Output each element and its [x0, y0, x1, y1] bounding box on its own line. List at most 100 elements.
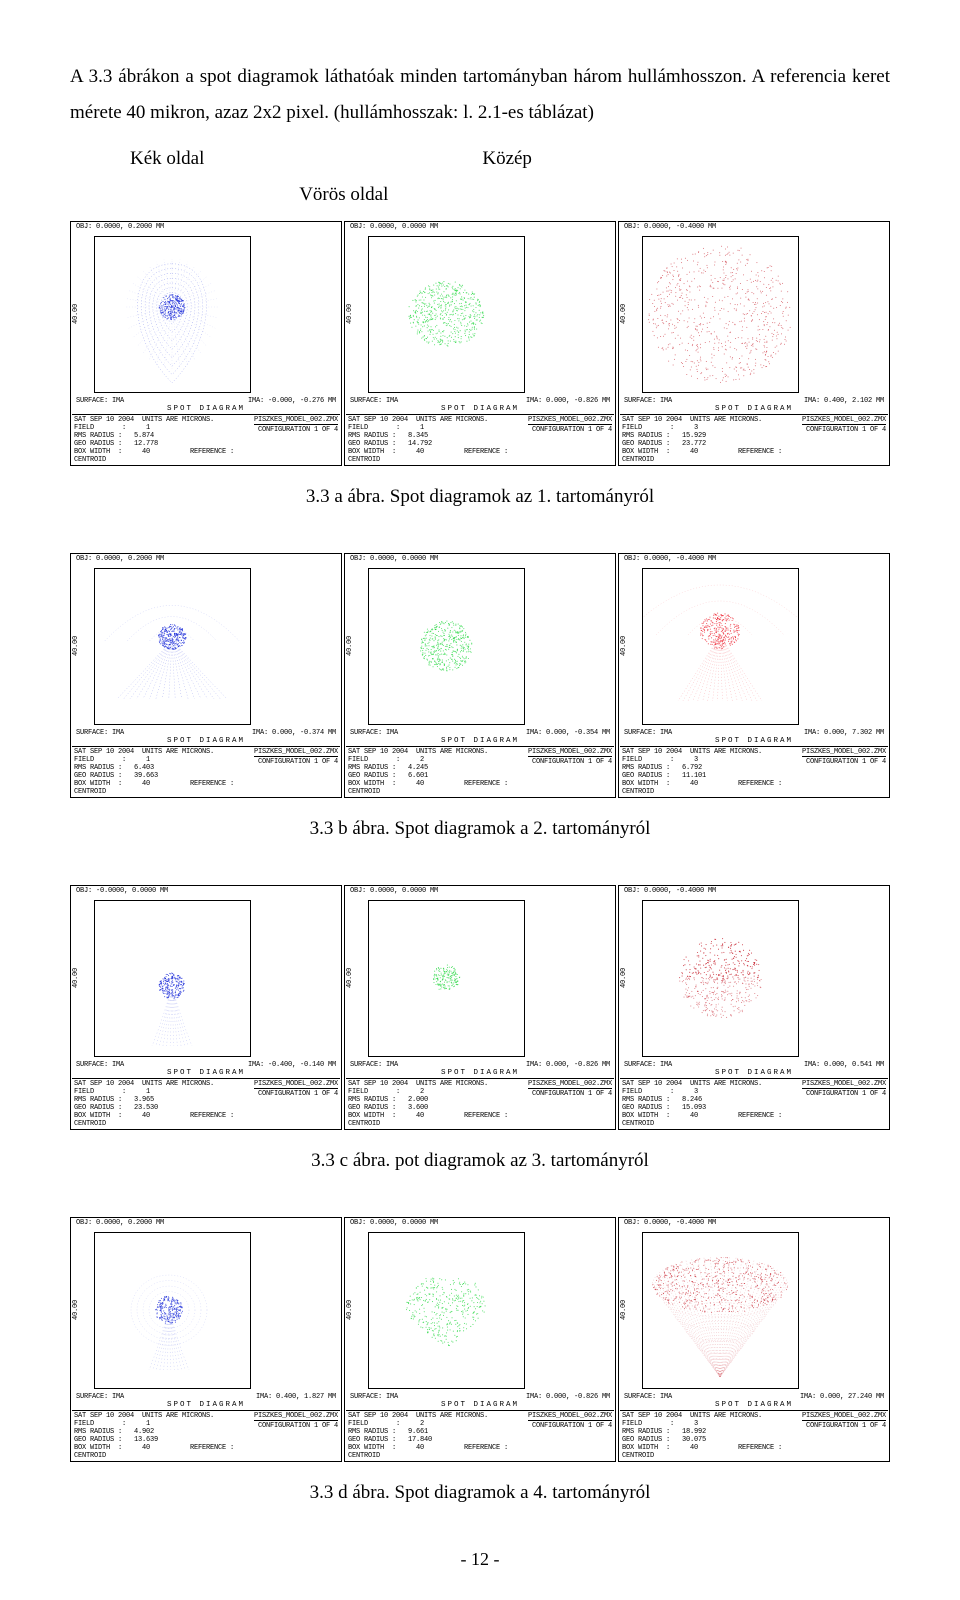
ima-label: IMA: 0.000, 7.302 MM [804, 729, 884, 738]
plot-box [642, 236, 799, 393]
obj-label: OBJ: 0.0000, -0.4000 MM [624, 555, 716, 564]
ylabel: 40.00 [72, 968, 88, 988]
ylabel: 40.00 [620, 1300, 636, 1320]
obj-label: OBJ: 0.0000, 0.0000 MM [350, 555, 438, 564]
panel-row: OBJ: 0.0000, 0.2000 MM40.00SURFACE: IMAI… [70, 1217, 890, 1462]
panel-footer-left: SAT SEP 10 2004 UNITS ARE MICRONS. FIELD… [348, 1080, 528, 1128]
panel-footer-right: PISZKES_MODEL_002.ZMX CONFIGURATION 1 OF… [254, 416, 338, 464]
panel-footer-left: SAT SEP 10 2004 UNITS ARE MICRONS. FIELD… [348, 1412, 528, 1460]
spot-diagram-title: SPOT DIAGRAM [620, 737, 888, 747]
surface-label: SURFACE: IMA [624, 729, 672, 738]
obj-label: OBJ: 0.0000, 0.2000 MM [76, 223, 164, 232]
ima-label: IMA: 0.000, -0.374 MM [252, 729, 336, 738]
spot-panel: OBJ: 0.0000, 0.2000 MM40.00SURFACE: IMAI… [70, 221, 342, 466]
ima-label: IMA: 0.400, 1.827 MM [256, 1393, 336, 1402]
obj-label: OBJ: 0.0000, 0.2000 MM [76, 555, 164, 564]
plot-box [94, 568, 251, 725]
spot-panel: OBJ: 0.0000, 0.2000 MM40.00SURFACE: IMAI… [70, 553, 342, 798]
surface-label: SURFACE: IMA [76, 397, 124, 406]
surface-label: SURFACE: IMA [350, 397, 398, 406]
obj-label: OBJ: 0.0000, -0.4000 MM [624, 223, 716, 232]
surface-label: SURFACE: IMA [350, 1061, 398, 1070]
panel-footer-left: SAT SEP 10 2004 UNITS ARE MICRONS. FIELD… [348, 416, 528, 464]
plot-box [642, 900, 799, 1057]
panel-footer-left: SAT SEP 10 2004 UNITS ARE MICRONS. FIELD… [74, 1080, 254, 1128]
spot-diagram-title: SPOT DIAGRAM [346, 405, 614, 415]
intro-paragraph: A 3.3 ábrákon a spot diagramok láthatóak… [70, 59, 890, 131]
spot-diagram-title: SPOT DIAGRAM [346, 1401, 614, 1411]
spot-diagram-title: SPOT DIAGRAM [346, 1069, 614, 1079]
surface-label: SURFACE: IMA [76, 1393, 124, 1402]
panel-row: OBJ: 0.0000, 0.2000 MM 40.00 SURFACE: IMA I… [70, 553, 890, 798]
figure-group: OBJ: 0.0000, 0.2000 MM 40.00 SURFACE: IMA I… [70, 553, 890, 840]
surface-label: SURFACE: IMA [624, 1393, 672, 1402]
panel-footer-right: PISZKES_MODEL_002.ZMX CONFIGURATION 1 OF… [802, 1412, 886, 1460]
spot-panel: OBJ: 0.0000, 0.0000 MM40.00SURFACE: IMAI… [344, 1217, 616, 1462]
panel-row: OBJ: 0.0000, 0.2000 MM 40.00 SURFACE: IMA I… [70, 221, 890, 466]
figure-caption: 3.3 d ábra. Spot diagramok a 4. tartomán… [70, 1482, 890, 1504]
figure-group: OBJ: 0.0000, 0.2000 MM 40.00 SURFACE: IMA I… [70, 221, 890, 508]
panel-footer-right: PISZKES_MODEL_002.ZMX CONFIGURATION 1 OF… [528, 1412, 612, 1460]
spot-diagram-title: SPOT DIAGRAM [72, 1401, 340, 1411]
figure-caption: 3.3 b ábra. Spot diagramok a 2. tartomán… [70, 818, 890, 840]
obj-label: OBJ: 0.0000, 0.0000 MM [350, 223, 438, 232]
ima-label: IMA: -0.000, -0.276 MM [248, 397, 336, 406]
spot-panel: OBJ: 0.0000, -0.4000 MM 40.00 SURFACE: IMA… [618, 885, 890, 1130]
surface-label: SURFACE: IMA [624, 397, 672, 406]
obj-label: OBJ: 0.0000, 0.0000 MM [350, 887, 438, 896]
surface-label: SURFACE: IMA [350, 1393, 398, 1402]
panel-footer-right: PISZKES_MODEL_002.ZMX CONFIGURATION 1 OF… [802, 1080, 886, 1128]
panel-footer-right: PISZKES_MODEL_002.ZMX CONFIGURATION 1 OF… [254, 748, 338, 796]
spot-panel: OBJ: 0.0000, -0.4000 MM 40.00 SURFACE: IMA… [618, 553, 890, 798]
plot-box [94, 1232, 251, 1389]
spot-panel: OBJ: 0.0000, 0.0000 MM40.00SURFACE: IMAI… [344, 553, 616, 798]
column-labels: Kék oldal Közép Vörös oldal [70, 141, 890, 213]
panel-row: OBJ: -0.0000, 0.0000 MM40.00SURFACE: IMA… [70, 885, 890, 1130]
panel-footer-right: PISZKES_MODEL_002.ZMX CONFIGURATION 1 OF… [254, 1412, 338, 1460]
spot-diagram-title: SPOT DIAGRAM [620, 1401, 888, 1411]
obj-label: OBJ: 0.0000, -0.4000 MM [624, 887, 716, 896]
spot-diagram-title: SPOT DIAGRAM [346, 737, 614, 747]
ima-label: IMA: 0.000, -0.826 MM [526, 1393, 610, 1402]
spot-diagram-title: SPOT DIAGRAM [620, 405, 888, 415]
col-label-kek: Kék oldal [130, 141, 388, 177]
plot-box [642, 1232, 799, 1389]
spot-panel: OBJ: 0.0000, 0.0000 MM40.00SURFACE: IMAI… [344, 221, 616, 466]
ima-label: IMA: 0.000, -0.354 MM [526, 729, 610, 738]
ima-label: IMA: 0.400, 2.102 MM [804, 397, 884, 406]
plot-box [368, 900, 525, 1057]
figure-caption: 3.3 c ábra. pot diagramok az 3. tartomán… [70, 1150, 890, 1172]
spot-diagram-title: SPOT DIAGRAM [620, 1069, 888, 1079]
ima-label: IMA: 0.000, 0.541 MM [804, 1061, 884, 1070]
spot-panel: OBJ: 0.0000, -0.4000 MM 40.00 SURFACE: IMA… [618, 1217, 890, 1462]
ylabel: 40.00 [346, 1300, 362, 1320]
ylabel: 40.00 [620, 304, 636, 324]
figure-caption: 3.3 a ábra. Spot diagramok az 1. tartomá… [70, 486, 890, 508]
figure-group: OBJ: -0.0000, 0.0000 MM40.00SURFACE: IMA… [70, 885, 890, 1172]
ima-label: IMA: -0.400, -0.140 MM [248, 1061, 336, 1070]
ima-label: IMA: 0.000, 27.240 MM [800, 1393, 884, 1402]
surface-label: SURFACE: IMA [624, 1061, 672, 1070]
page-number: - 12 - [70, 1549, 890, 1570]
ima-label: IMA: 0.000, -0.826 MM [526, 1061, 610, 1070]
spot-panel: OBJ: 0.0000, 0.2000 MM40.00SURFACE: IMAI… [70, 1217, 342, 1462]
panel-footer-right: PISZKES_MODEL_002.ZMX CONFIGURATION 1 OF… [528, 748, 612, 796]
ylabel: 40.00 [620, 636, 636, 656]
panel-footer-right: PISZKES_MODEL_002.ZMX CONFIGURATION 1 OF… [254, 1080, 338, 1128]
obj-label: OBJ: 0.0000, -0.4000 MM [624, 1219, 716, 1228]
panel-footer-right: PISZKES_MODEL_002.ZMX CONFIGURATION 1 OF… [802, 748, 886, 796]
plot-box [94, 900, 251, 1057]
spot-panel: OBJ: -0.0000, 0.0000 MM40.00SURFACE: IMA… [70, 885, 342, 1130]
surface-label: SURFACE: IMA [350, 729, 398, 738]
panel-footer-right: PISZKES_MODEL_002.ZMX CONFIGURATION 1 OF… [802, 416, 886, 464]
panel-footer-left: SAT SEP 10 2004 UNITS ARE MICRONS. FIELD… [622, 1412, 802, 1460]
spot-panel: OBJ: 0.0000, -0.4000 MM 40.00 SURFACE: IMA… [618, 221, 890, 466]
spot-diagram-title: SPOT DIAGRAM [72, 737, 340, 747]
panel-footer-left: SAT SEP 10 2004 UNITS ARE MICRONS. FIELD… [622, 416, 802, 464]
plot-box [368, 1232, 525, 1389]
panel-footer-left: SAT SEP 10 2004 UNITS ARE MICRONS. FIELD… [622, 748, 802, 796]
ylabel: 40.00 [620, 968, 636, 988]
ylabel: 40.00 [72, 1300, 88, 1320]
ylabel: 40.00 [346, 968, 362, 988]
plot-box [368, 568, 525, 725]
